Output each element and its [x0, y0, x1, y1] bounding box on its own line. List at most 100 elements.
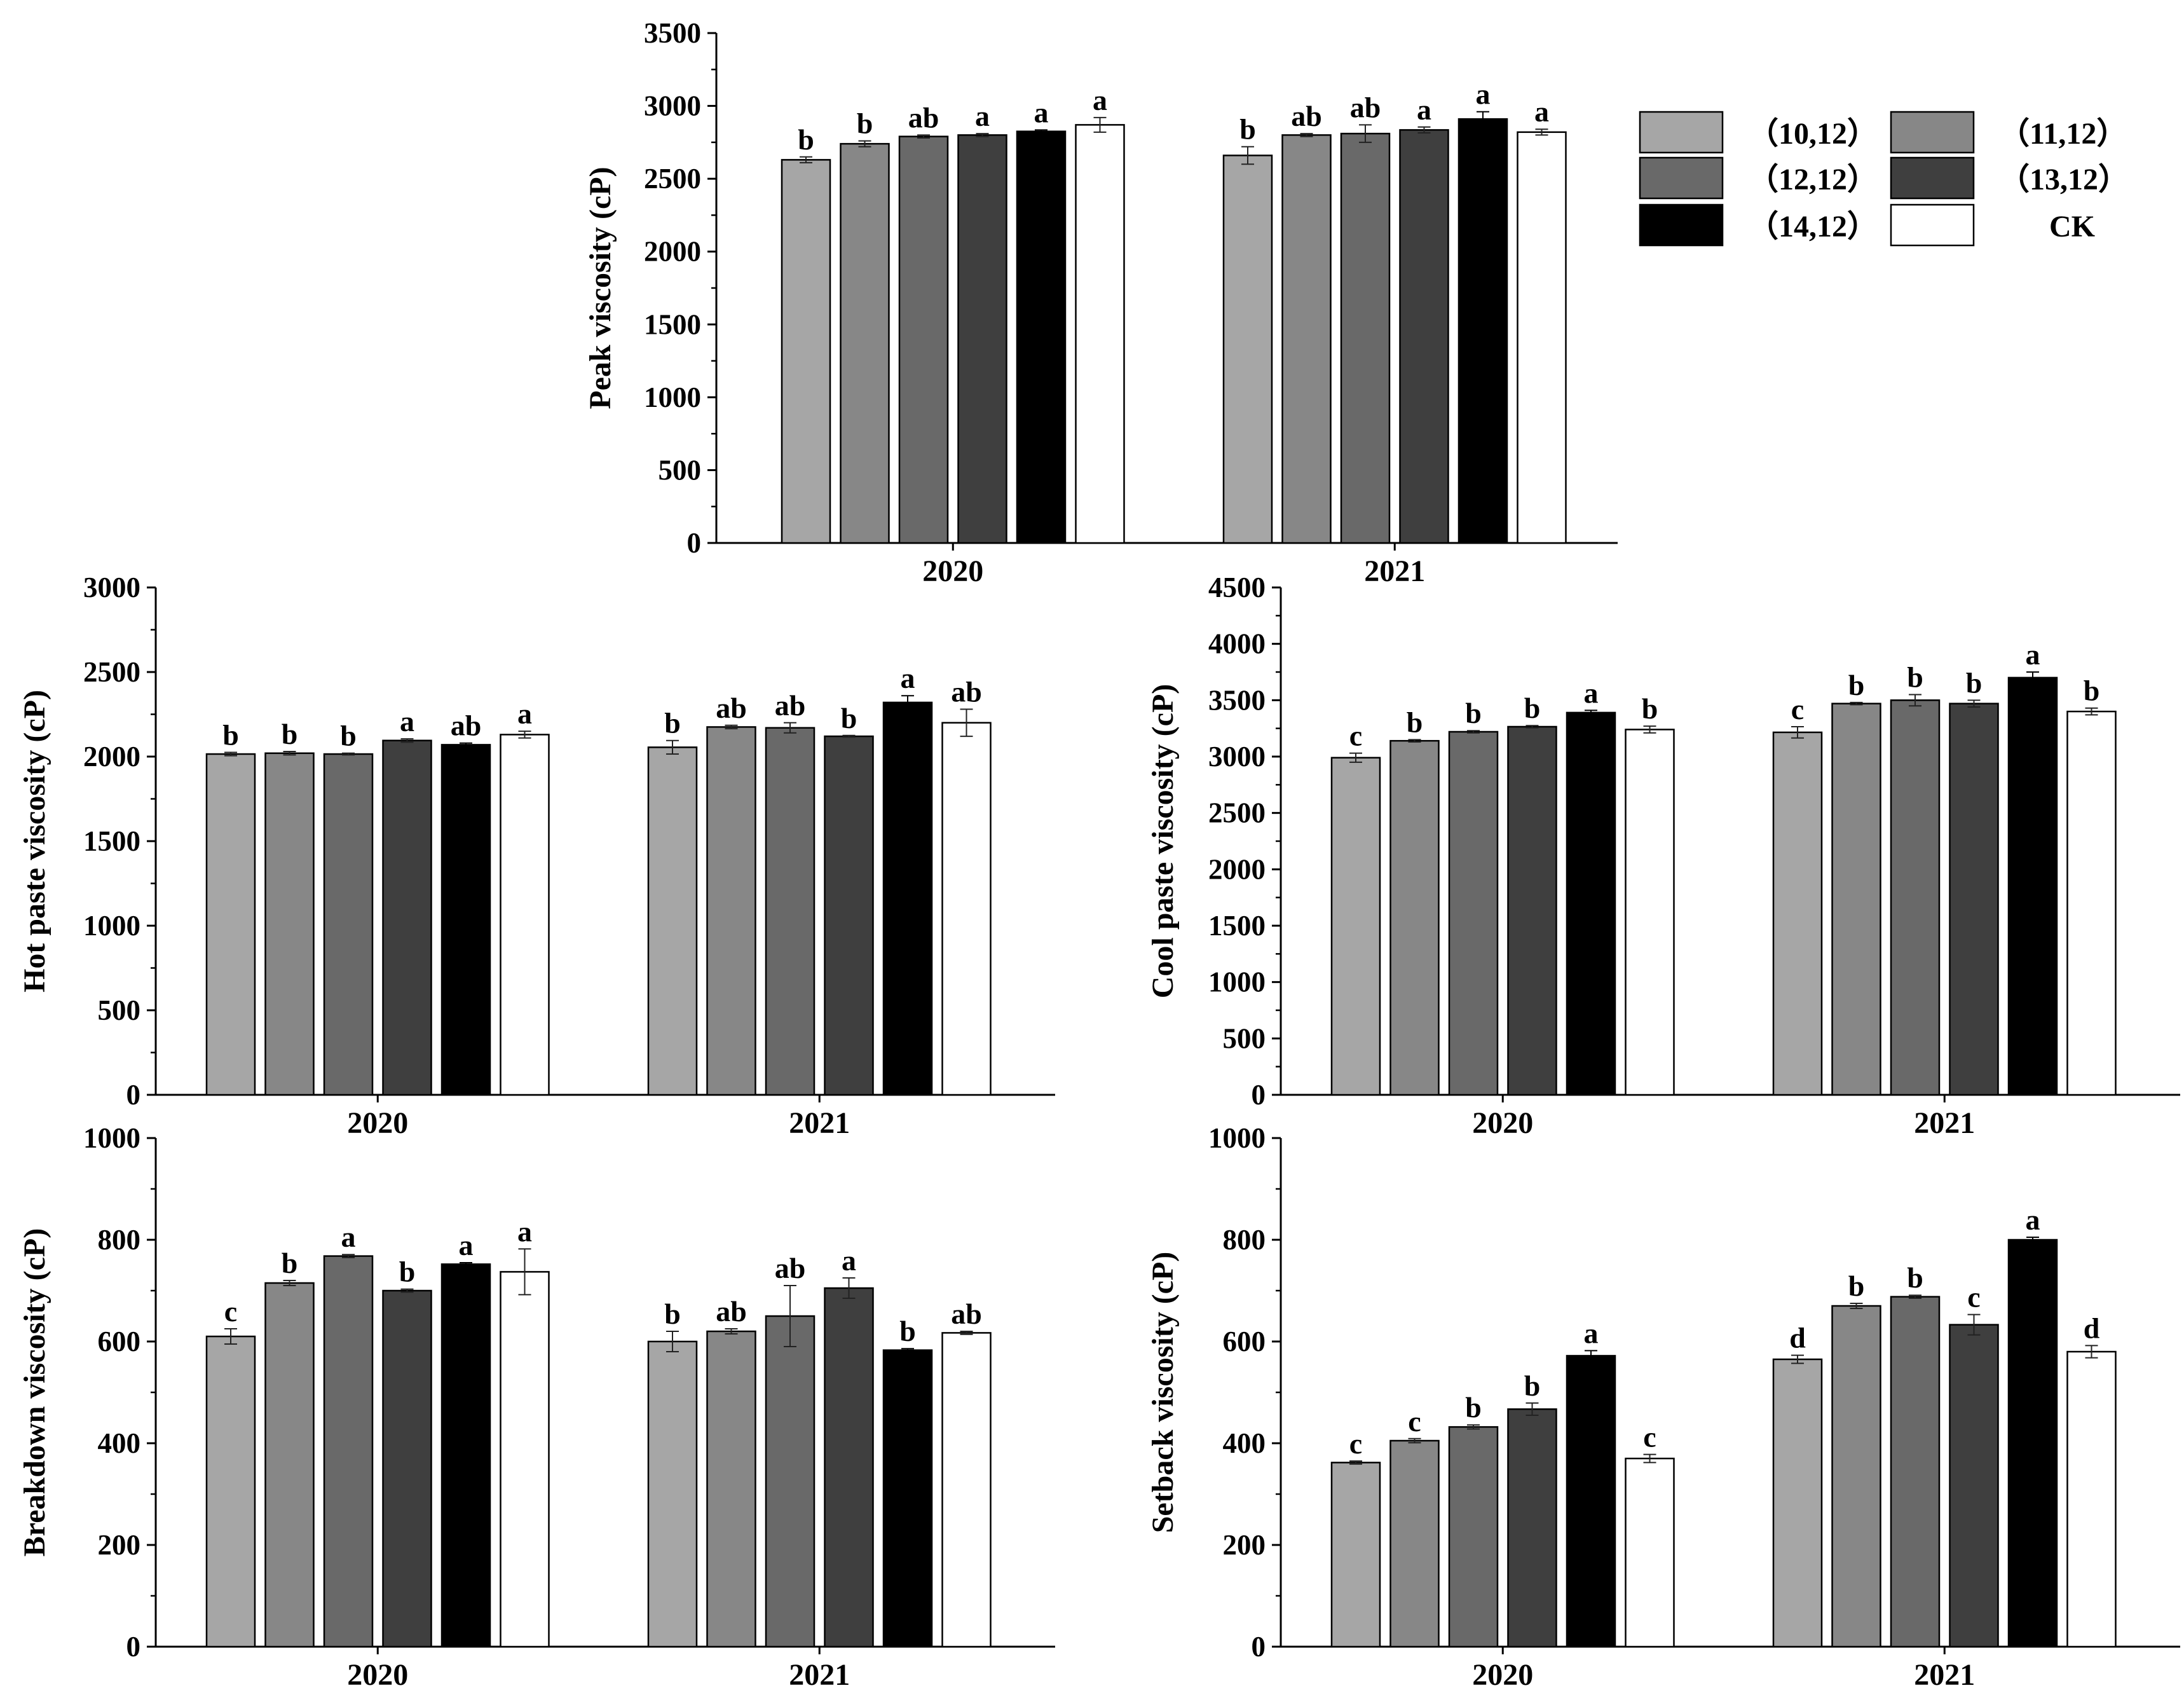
- significance-letter: a: [1034, 96, 1049, 128]
- significance-letter: a: [400, 705, 414, 738]
- significance-letter: a: [1476, 78, 1491, 111]
- legend-swatch-10-12: [1639, 111, 1724, 154]
- significance-letter: ab: [1291, 100, 1322, 132]
- significance-letter: b: [1407, 706, 1423, 738]
- y-axis-title: Breakdown viscosity (cP): [18, 1228, 51, 1556]
- x-category-label: 2021: [789, 1658, 850, 1692]
- significance-letter: c: [1967, 1281, 1980, 1314]
- significance-letter: b: [841, 702, 857, 734]
- significance-letter: b: [1642, 692, 1658, 725]
- significance-letter: a: [1093, 84, 1107, 116]
- bar: [840, 142, 890, 544]
- y-tick-label: 1000: [83, 910, 140, 942]
- x-category-label: 2020: [1472, 1106, 1533, 1140]
- bar: [440, 1263, 491, 1648]
- significance-letter: b: [222, 718, 239, 751]
- y-tick-label: 1000: [1208, 1122, 1266, 1154]
- legend-swatch-12-12: [1639, 156, 1724, 200]
- significance-letter: b: [340, 720, 357, 752]
- bar: [1330, 757, 1381, 1096]
- legend-label-12-12: （12,12）: [1748, 163, 1878, 196]
- significance-letter: ab: [716, 692, 747, 724]
- bar: [1389, 739, 1440, 1096]
- significance-letter: b: [1907, 661, 1923, 693]
- y-tick-label: 3000: [644, 90, 701, 122]
- y-tick-label: 4500: [1208, 572, 1266, 603]
- bar: [1448, 1426, 1499, 1648]
- x-category-label: 2021: [1914, 1658, 1975, 1692]
- significance-letter: b: [1465, 697, 1482, 729]
- y-tick-label: 500: [1223, 1022, 1266, 1054]
- bar: [264, 752, 315, 1096]
- y-tick-label: 3000: [83, 572, 140, 603]
- y-tick-label: 600: [98, 1326, 141, 1357]
- y-tick-label: 400: [1223, 1427, 1266, 1459]
- chart-hot: 0 500 1000 1500 2000 2500 3000 Hot paste viscos…: [18, 572, 1055, 1140]
- bar: [1890, 699, 1941, 1096]
- significance-letter: d: [1789, 1322, 1806, 1354]
- bar: [1457, 118, 1508, 544]
- bar: [765, 727, 816, 1096]
- legend-swatch-13-12: [1890, 156, 1975, 200]
- bar: [647, 1340, 698, 1648]
- bar: [1625, 729, 1675, 1096]
- significance-letter: b: [282, 718, 298, 750]
- chart-breakdown: 0 200 400 600 800 1000 Breakdown viscosity (cP…: [18, 1122, 1055, 1692]
- significance-letter: c: [1643, 1421, 1656, 1453]
- bar: [1566, 711, 1616, 1096]
- significance-letter: b: [664, 1298, 681, 1330]
- bar: [1281, 134, 1332, 544]
- significance-letter: ab: [775, 1252, 806, 1284]
- significance-letter: b: [798, 123, 814, 156]
- y-tick-label: 2000: [644, 236, 701, 268]
- bar: [1566, 1355, 1616, 1648]
- bar: [1448, 731, 1499, 1096]
- significance-letter: b: [1239, 113, 1256, 146]
- y-tick-label: 3000: [1208, 741, 1266, 772]
- significance-letter: d: [2084, 1312, 2100, 1344]
- significance-letter: a: [517, 1215, 532, 1247]
- significance-letter: b: [1966, 666, 1983, 699]
- bar: [2066, 710, 2117, 1096]
- bar: [2007, 676, 2058, 1096]
- bar: [1890, 1296, 1941, 1648]
- y-tick-label: 2000: [1208, 853, 1266, 885]
- bar: [1831, 1305, 1881, 1648]
- bar: [882, 1349, 933, 1648]
- significance-letter: b: [1524, 692, 1541, 724]
- significance-letter: a: [341, 1221, 356, 1253]
- significance-letter: ab: [951, 1298, 982, 1330]
- y-tick-label: 1000: [1208, 966, 1266, 998]
- legend-label-ck: CK: [2049, 210, 2095, 244]
- legend-swatch-ck: [1890, 203, 1975, 247]
- y-tick-label: 500: [659, 454, 702, 486]
- x-category-label: 2020: [347, 1106, 408, 1140]
- bar: [1831, 703, 1881, 1096]
- significance-letter: b: [282, 1247, 298, 1279]
- significance-letter: c: [224, 1295, 237, 1328]
- bar: [1507, 725, 1557, 1096]
- legend-label-10-12: （10,12）: [1748, 117, 1878, 151]
- legend-label-13-12: （13,12）: [1999, 163, 2129, 196]
- bar: [1389, 1439, 1440, 1648]
- significance-letter: c: [1408, 1405, 1421, 1438]
- significance-letter: b: [1848, 669, 1865, 701]
- significance-letter: ab: [716, 1295, 747, 1328]
- bar: [500, 1271, 550, 1648]
- significance-letter: b: [857, 107, 873, 140]
- significance-letter: ab: [451, 710, 482, 742]
- significance-letter: ab: [951, 676, 982, 708]
- y-axis-title: Setback viscosity (cP): [1146, 1252, 1180, 1534]
- bar: [264, 1282, 315, 1648]
- bar: [941, 722, 992, 1096]
- bar: [957, 134, 1007, 544]
- bar: [382, 739, 432, 1096]
- significance-letter: a: [517, 697, 532, 730]
- bar: [382, 1289, 432, 1648]
- y-tick-label: 2500: [1208, 797, 1266, 829]
- x-category-label: 2021: [789, 1106, 850, 1140]
- bar: [1772, 1358, 1823, 1648]
- y-tick-label: 0: [126, 1631, 141, 1663]
- bar: [1772, 731, 1823, 1096]
- significance-letter: b: [1848, 1270, 1865, 1302]
